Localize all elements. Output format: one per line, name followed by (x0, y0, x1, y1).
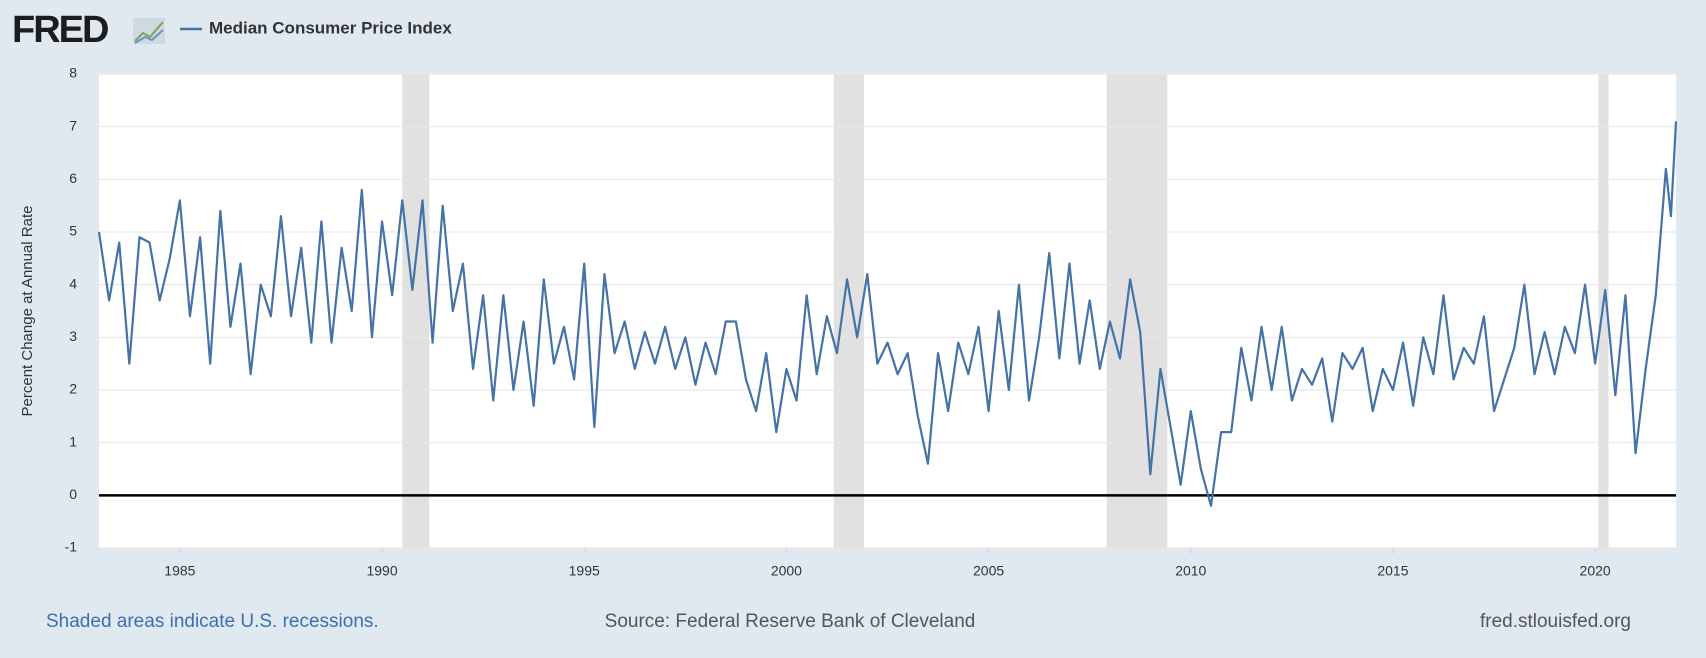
plot-area (99, 74, 1676, 548)
y-tick-label: 3 (69, 328, 77, 344)
x-tick-label: 2020 (1580, 563, 1611, 579)
y-tick-label: 6 (69, 170, 77, 186)
y-tick-label: 8 (69, 65, 77, 81)
legend-label: Median Consumer Price Index (209, 18, 452, 37)
y-tick-label: 0 (69, 486, 77, 502)
x-tick-label: 1990 (366, 563, 397, 579)
x-tick-label: 1995 (569, 563, 600, 579)
y-tick-label: 1 (69, 433, 77, 449)
x-tick-label: 2000 (771, 563, 802, 579)
x-tick-label: 2010 (1175, 563, 1206, 579)
y-tick-label: 5 (69, 223, 77, 239)
y-tick-label: 7 (69, 117, 77, 133)
y-tick-label: 2 (69, 381, 77, 397)
recession-band (833, 74, 865, 548)
logo[interactable]: FRED (12, 9, 110, 51)
source: Source: Federal Reserve Bank of Clevelan… (605, 611, 976, 632)
site-url[interactable]: fred.stlouisfed.org (1480, 611, 1631, 632)
logo-icon (133, 18, 165, 44)
x-tick-label: 2005 (973, 563, 1004, 579)
y-axis-label: Percent Change at Annual Rate (19, 206, 36, 417)
y-tick-label: 4 (69, 275, 77, 291)
data-line (97, 121, 1678, 507)
x-tick-label: 1985 (164, 563, 195, 579)
recession-band (402, 74, 430, 548)
y-tick-label: -1 (65, 539, 78, 555)
footnote[interactable]: Shaded areas indicate U.S. recessions. (46, 611, 379, 632)
x-tick-label: 2015 (1377, 563, 1408, 579)
